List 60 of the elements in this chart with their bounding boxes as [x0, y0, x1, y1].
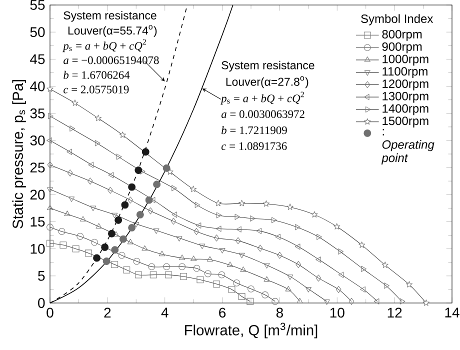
point: [119, 235, 127, 243]
y-tick-label: 0: [38, 298, 45, 308]
legend-label: 1000rpm: [382, 54, 428, 66]
point: [134, 166, 142, 174]
legend-label: 1100rpm: [382, 67, 428, 78]
legend-title: Symbol Index: [361, 14, 434, 26]
y-tick-label: 35: [30, 108, 45, 118]
annotation: Louver(α=27.8$^{o}$): [226, 76, 308, 88]
text: p$_{s}$ = a + bQ + cQ$^{2}$: [62, 39, 146, 52]
annotation: System resistance: [64, 11, 156, 22]
annotation: Louver(α=55.74$^{o}$): [68, 25, 157, 37]
point: [128, 183, 136, 191]
annotation: a = 0.0030063972: [221, 110, 304, 118]
text: p$_{s}$ = a + bQ + cQ$^{2}$: [220, 92, 304, 105]
x-tick-label: 10: [330, 308, 344, 318]
annotation: System resistance: [222, 60, 314, 72]
y-tick-label: 5: [38, 271, 45, 281]
y-axis-title: Static pressure, p$_{s}$ [Pa]: [12, 80, 26, 228]
point: [153, 180, 161, 188]
x-tick-label: 12: [388, 308, 402, 318]
point: [101, 243, 109, 251]
point: [121, 201, 129, 209]
annotation: c = 2.0575019: [64, 86, 129, 94]
legend-label: 1400rpm: [382, 104, 428, 116]
point: [111, 246, 119, 254]
point: [114, 216, 122, 224]
annotation: c = 1.0891736: [221, 142, 287, 150]
annotation: b = 1.7211909: [222, 126, 287, 134]
x-tick-label: 6: [219, 308, 226, 318]
y-tick-label: 10: [30, 244, 45, 254]
point: [145, 196, 153, 204]
y-tick-label: 15: [30, 216, 45, 227]
y-tick-label: 30: [30, 136, 45, 146]
y-tick-label: 50: [30, 27, 45, 38]
legend-label: 1300rpm: [382, 92, 428, 103]
y-tick-label: 55: [30, 0, 45, 10]
y-tick-label: 20: [30, 190, 45, 200]
point: [128, 224, 136, 232]
legend-label: 800rpm: [382, 30, 422, 41]
point: [102, 258, 110, 266]
x-tick-label: 4: [161, 308, 168, 318]
point: [93, 254, 101, 262]
y-tick-label: 40: [30, 81, 45, 92]
x-tick-label: 8: [276, 308, 283, 318]
annotation: a = −0.00065194078: [64, 56, 159, 64]
point: [162, 164, 170, 172]
y-tick-label: 25: [30, 162, 45, 173]
annotation: b = 1.6706264: [64, 70, 130, 79]
y-tick-label: 45: [30, 54, 45, 64]
legend-label: 900rpm: [382, 42, 422, 54]
legend-label: 1500rpm: [382, 116, 428, 128]
x-tick-label: 0: [46, 308, 54, 318]
legend-label: 1200rpm: [382, 79, 428, 90]
legend-label: : Operating point: [381, 129, 434, 164]
point: [142, 148, 150, 156]
x-tick-label: 14: [445, 308, 460, 318]
point: [136, 210, 144, 218]
x-axis-title: Flowrate, Q [m$^{3}$/min]: [185, 322, 318, 338]
x-tick-label: 2: [104, 308, 111, 318]
point: [108, 230, 116, 238]
